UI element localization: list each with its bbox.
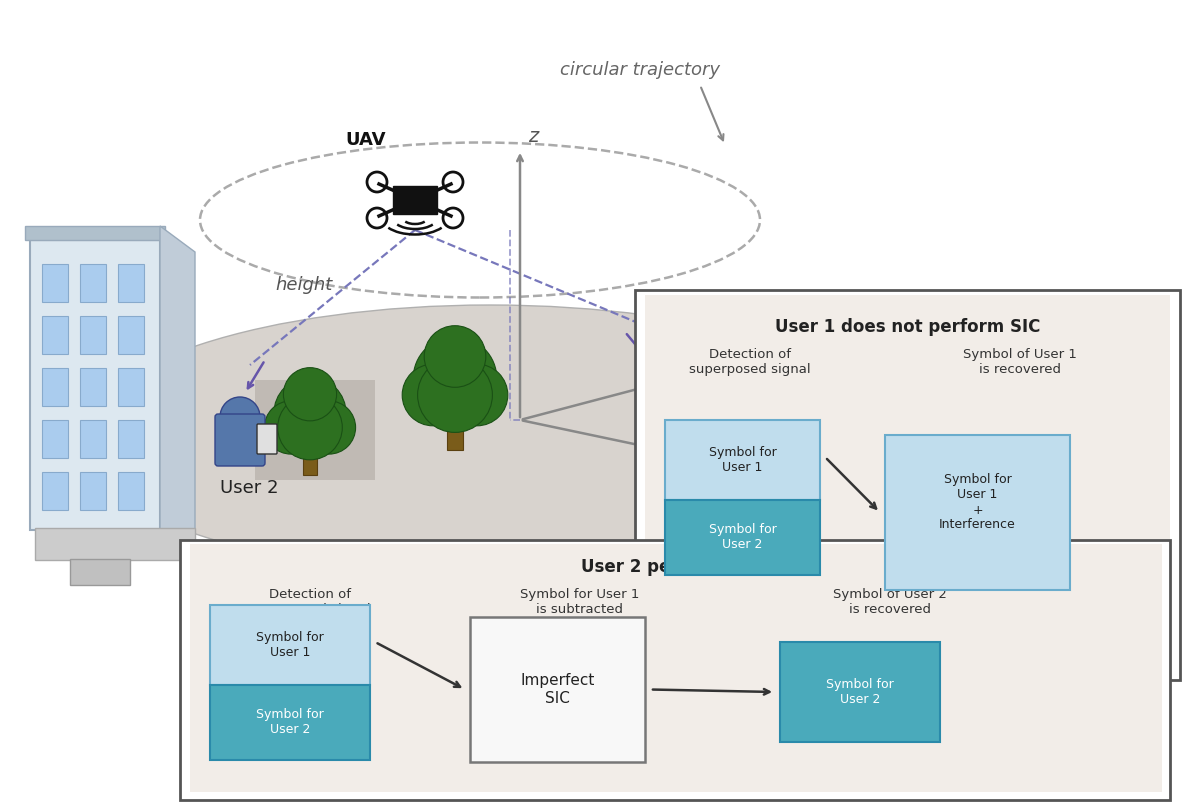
Bar: [42, 368, 68, 406]
Circle shape: [413, 337, 497, 420]
Text: y: y: [748, 343, 760, 362]
FancyBboxPatch shape: [257, 424, 277, 454]
Bar: [256, 380, 374, 480]
Bar: [635, 290, 1180, 680]
Text: z: z: [528, 127, 539, 146]
Bar: [394, 186, 437, 214]
FancyBboxPatch shape: [215, 414, 265, 466]
Bar: [446, 406, 463, 450]
Ellipse shape: [80, 305, 900, 575]
Bar: [25, 226, 166, 240]
Circle shape: [402, 364, 463, 426]
Bar: [42, 420, 68, 458]
Circle shape: [283, 368, 336, 421]
Text: Symbol for User 1
is subtracted: Symbol for User 1 is subtracted: [521, 588, 640, 616]
Text: UAV: UAV: [346, 131, 385, 149]
Circle shape: [220, 397, 260, 437]
Text: Imperfect
SIC: Imperfect SIC: [521, 673, 595, 706]
Bar: [80, 368, 106, 406]
FancyBboxPatch shape: [646, 379, 695, 431]
Bar: [35, 528, 194, 560]
Bar: [42, 316, 68, 354]
Text: User 2: User 2: [220, 479, 278, 497]
Text: User 2 performs SIC: User 2 performs SIC: [581, 558, 769, 576]
Bar: [470, 617, 646, 762]
Bar: [80, 420, 106, 458]
Bar: [780, 642, 940, 742]
Bar: [118, 264, 144, 302]
Bar: [302, 437, 317, 475]
Text: Symbol for
User 1: Symbol for User 1: [256, 631, 324, 659]
Bar: [886, 435, 1070, 590]
Circle shape: [425, 326, 486, 387]
Text: Symbol of User 1
is recovered: Symbol of User 1 is recovered: [964, 348, 1076, 376]
Bar: [30, 240, 160, 530]
Circle shape: [650, 362, 690, 402]
Polygon shape: [160, 226, 194, 530]
Bar: [646, 295, 1170, 670]
Bar: [118, 316, 144, 354]
Circle shape: [302, 401, 355, 454]
Bar: [118, 420, 144, 458]
Bar: [180, 540, 1170, 800]
Text: x: x: [812, 470, 823, 489]
Text: Detection of
superposed signal: Detection of superposed signal: [250, 588, 371, 616]
Text: Symbol for
User 2: Symbol for User 2: [826, 678, 894, 706]
Bar: [42, 264, 68, 302]
Bar: [665, 500, 820, 575]
Text: Symbol for
User 1
+
Interference: Symbol for User 1 + Interference: [940, 474, 1016, 531]
Circle shape: [418, 357, 492, 433]
Text: Detection of
superposed signal: Detection of superposed signal: [689, 348, 811, 376]
Bar: [42, 472, 68, 510]
Bar: [210, 685, 370, 760]
Bar: [118, 472, 144, 510]
Text: Symbol for
User 1: Symbol for User 1: [709, 446, 776, 474]
Text: Symbol of User 2
is recovered: Symbol of User 2 is recovered: [833, 588, 947, 616]
Bar: [190, 544, 1162, 792]
Bar: [80, 264, 106, 302]
Bar: [118, 368, 144, 406]
Text: User 1: User 1: [695, 444, 754, 462]
Circle shape: [274, 377, 346, 450]
Bar: [665, 420, 820, 500]
Text: Symbol for
User 2: Symbol for User 2: [256, 708, 324, 736]
Circle shape: [446, 364, 508, 426]
Text: Symbol for
User 2: Symbol for User 2: [709, 523, 776, 551]
Bar: [70, 559, 130, 585]
Bar: [210, 605, 370, 685]
Text: circular trajectory: circular trajectory: [560, 61, 720, 79]
Bar: [80, 316, 106, 354]
Text: height: height: [275, 276, 332, 294]
Text: User 1 does not perform SIC: User 1 does not perform SIC: [775, 318, 1040, 336]
Circle shape: [277, 395, 342, 460]
Bar: [80, 472, 106, 510]
Circle shape: [264, 401, 318, 454]
FancyBboxPatch shape: [686, 389, 707, 419]
